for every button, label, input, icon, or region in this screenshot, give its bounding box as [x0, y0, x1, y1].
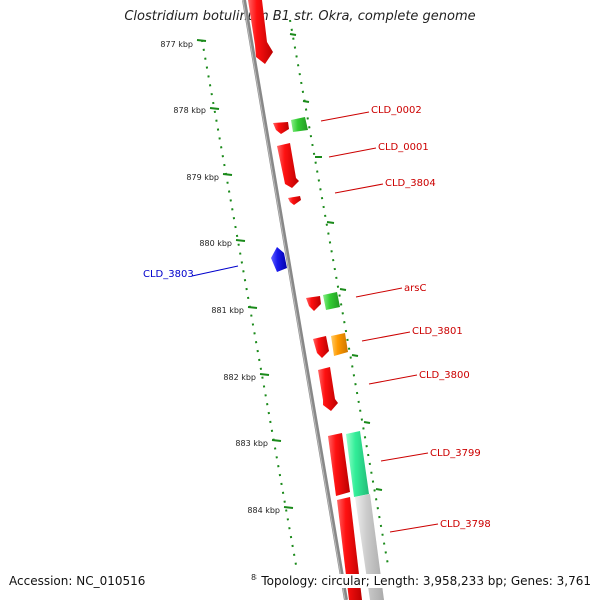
outer-tick [351, 354, 359, 357]
outer-tick [289, 33, 297, 36]
accession-text: Accession: NC_010516 [9, 574, 146, 588]
gene-arrow-CLD_0002[interactable] [273, 122, 289, 134]
ruler-tick [235, 239, 246, 242]
gene-label-CLD_3798[interactable]: CLD_3798 [440, 519, 491, 530]
gene-arrow-CLD_0001[interactable] [277, 143, 299, 188]
ruler-tick [209, 107, 220, 110]
ruler-label: 88 [251, 573, 261, 582]
gene-box-CLD_3799-teal[interactable] [346, 431, 369, 497]
gene-arrow-arsC[interactable] [306, 296, 321, 311]
ruler-ticks [196, 39, 294, 509]
leader-CLD_3798 [389, 523, 439, 533]
leader-arsC [355, 287, 403, 298]
gene-arrow-top[interactable] [248, 0, 273, 64]
outer-track-ticks [289, 33, 383, 491]
topology-text: Topology: circular; Length: 3,958,233 bp… [257, 574, 591, 588]
gene-box-CLD_3798-grey[interactable] [355, 494, 384, 600]
genome-title: Clostridium botulinum B1 str. Okra, comp… [124, 9, 476, 24]
ruler-tick [271, 439, 282, 442]
leader-CLD_0001 [328, 147, 377, 158]
gene-arrow-CLD_3804[interactable] [288, 196, 301, 205]
genome-backbone [242, 0, 348, 600]
gene-arrow-CLD_3799[interactable] [328, 433, 350, 496]
gene-label-CLD_3804[interactable]: CLD_3804 [385, 178, 436, 189]
ruler-label: 883 kbp [235, 439, 268, 448]
gene-label-CLD_0002[interactable]: CLD_0002 [371, 105, 422, 116]
ruler-tick [247, 306, 258, 309]
ruler-label: 880 kbp [199, 239, 232, 248]
genome-backbone-highlight [242, 0, 346, 600]
ruler-label: 882 kbp [223, 373, 256, 382]
gene-label-CLD_3800[interactable]: CLD_3800 [419, 370, 470, 381]
leader-CLD_3801 [361, 331, 411, 342]
ruler-label: 877 kbp [160, 40, 193, 49]
gene-box-CLD_0002-green[interactable] [291, 117, 308, 132]
outer-tick [375, 488, 383, 491]
gene-label-CLD_3801[interactable]: CLD_3801 [412, 326, 463, 337]
gene-arrow-CLD_3801[interactable] [313, 336, 329, 358]
label-leaders [191, 111, 439, 533]
leader-CLD_3799 [380, 452, 429, 462]
ruler-tick [196, 39, 207, 42]
gene-box-CLD_3801-orange[interactable] [331, 333, 348, 356]
outer-tick [363, 421, 371, 424]
ruler-label: 881 kbp [211, 306, 244, 315]
gene-label-arsC[interactable]: arsC [404, 283, 426, 294]
ruler-tick [222, 173, 233, 176]
outer-tick [302, 100, 310, 103]
gene-label-CLD_0001[interactable]: CLD_0001 [378, 142, 429, 153]
ruler-label: 879 kbp [186, 173, 219, 182]
gene-label-CLD_3799[interactable]: CLD_3799 [430, 448, 481, 459]
leader-CLD_0002 [320, 111, 370, 122]
ruler-label: 884 kbp [247, 506, 280, 515]
leader-CLD_3803 [191, 265, 239, 277]
outer-tick [326, 221, 335, 224]
ruler-tick [283, 506, 294, 509]
gene-arrow-CLD_3803[interactable] [271, 247, 287, 272]
leader-CLD_3800 [368, 374, 418, 385]
ruler-tick [259, 373, 270, 376]
leader-CLD_3804 [334, 183, 384, 194]
ruler-label: 878 kbp [173, 106, 206, 115]
gene-arrow-CLD_3800[interactable] [318, 367, 338, 411]
outer-tick [339, 288, 347, 291]
gene-box-arsC-green[interactable] [323, 292, 340, 310]
ruler-track [201, 39, 297, 566]
gene-label-CLD_3803[interactable]: CLD_3803 [143, 269, 194, 280]
